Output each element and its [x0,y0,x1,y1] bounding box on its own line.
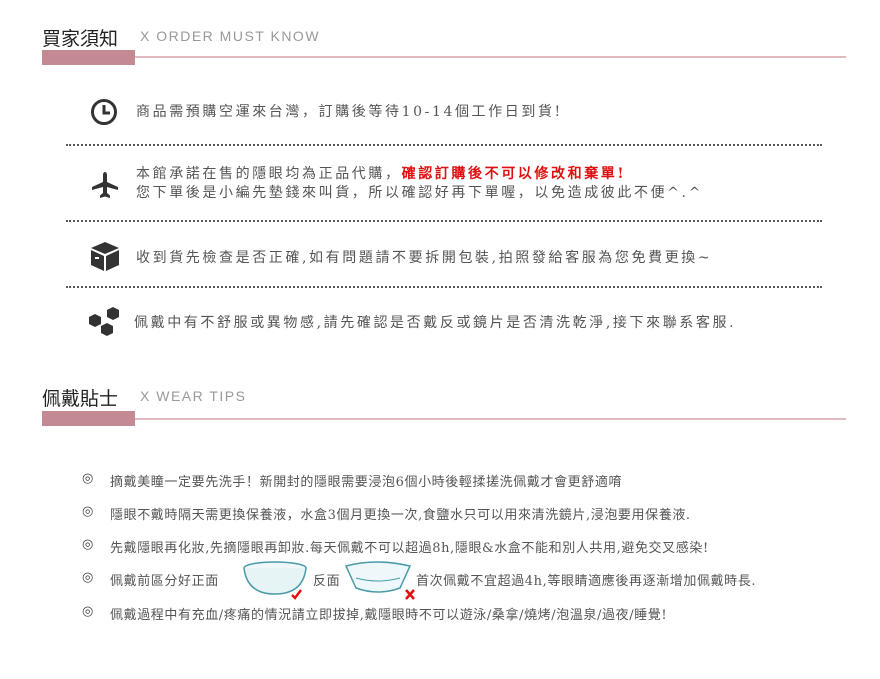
tip-4c: 首次佩戴不宜超過4h,等眼睛適應後再逐漸增加佩戴時長. [416,574,757,589]
box-icon [91,242,119,271]
bullet-icon: ◎ [82,504,94,519]
order-item-3: 收到貨先檢查是否正確,如有問題請不要拆開包裝,拍照發給客服為您免費更換~ [136,250,713,266]
order-item-1: 商品需預購空運來台灣，訂購後等待10-14個工作日到貨! [136,104,563,120]
order-item-4: 佩戴中有不舒服或異物感,請先確認是否戴反或鏡片是否清洗乾淨,接下來聯系客服. [134,315,737,331]
tip-3: 先戴隱眼再化妝,先摘隱眼再卸妝.每天佩戴不可以超過8h,隱眼&水盒不能和別人共用… [110,541,709,556]
dotted-divider [66,286,822,288]
order-item-2-line2: 您下單後是小編先墊錢來叫貨，所以確認好再下單喔，以免造成彼此不便^.^ [136,185,703,201]
bullet-icon: ◎ [82,604,94,619]
section-divider [135,56,846,58]
tip-4a: 佩戴前區分好正面 [110,574,219,589]
lens-front-icon [243,561,307,600]
wear-section-title: 佩戴貼士 [42,388,119,410]
order-section-title: 買家須知 [42,28,119,50]
lens-reverse-icon [344,561,415,600]
dotted-divider [66,220,822,222]
section-divider [135,418,846,420]
tip-2: 隱眼不戴時隔天需更換保養液，水盒3個月更換一次,食鹽水只可以用來清洗鏡片,浸泡要… [110,508,691,523]
tip-5: 佩戴過程中有充血/疼痛的情況請立即拔掉,戴隱眼時不可以遊泳/桑拿/燒烤/泡溫泉/… [110,608,668,623]
bullet-icon: ◎ [82,570,94,585]
tip-1: 摘戴美瞳一定要先洗手！新開封的隱眼需要浸泡6個小時後輕揉搓洗佩戴才會更舒適唷 [110,475,623,490]
tip-4b: 反面 [313,574,341,589]
wear-section-subtitle: X WEAR TIPS [140,388,247,404]
order-item-2: 本館承諾在售的隱眼均為正品代購，確認訂購後不可以修改和棄單! [136,163,626,183]
title-accent-block [42,50,135,65]
dotted-divider [66,144,822,146]
bullet-icon: ◎ [82,471,94,486]
order-section-subtitle: X ORDER MUST KNOW [140,28,321,44]
clock-icon [91,99,117,125]
airplane-icon [92,172,118,198]
cubes-icon [89,307,119,336]
order-item-2-text: 本館承諾在售的隱眼均為正品代購， [136,166,402,182]
title-accent-block [42,411,135,426]
order-warning: 確認訂購後不可以修改和棄單! [401,166,627,182]
bullet-icon: ◎ [82,537,94,552]
